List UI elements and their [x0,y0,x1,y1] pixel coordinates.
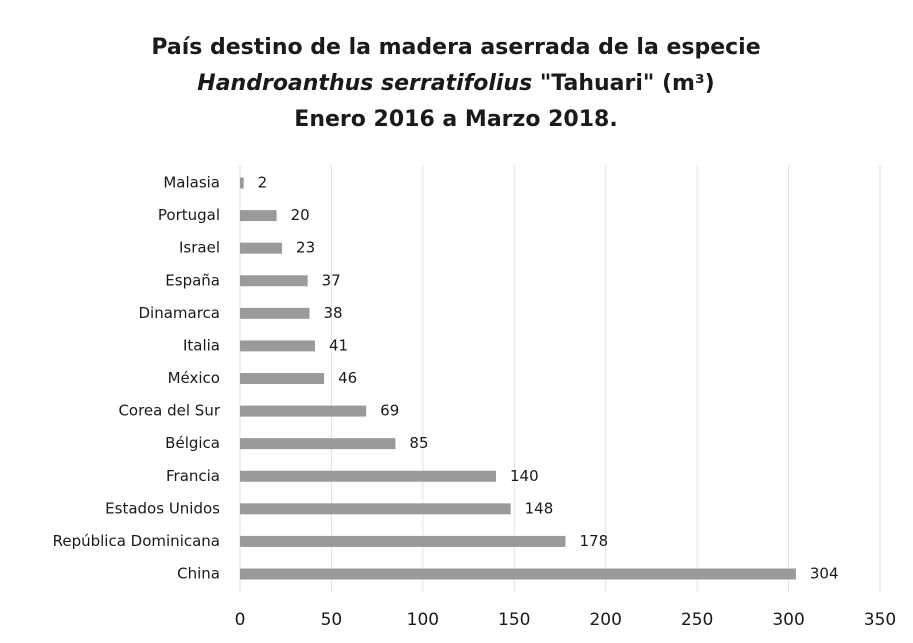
y-tick-label: República Dominicana [53,532,220,550]
bar [240,470,496,482]
y-tick-label: Estados Unidos [105,499,220,517]
bar [240,405,367,417]
x-tick-label: 100 [407,610,439,630]
chart-title: Enero 2016 a Marzo 2018. [294,107,617,132]
bar [240,438,396,450]
value-label: 20 [291,206,310,224]
x-tick-label: 50 [321,610,343,630]
value-label: 41 [329,336,348,354]
y-tick-label: Corea del Sur [118,402,220,420]
y-tick-label: Dinamarca [139,304,221,322]
x-tick-label: 250 [681,610,713,630]
chart-title: País destino de la madera aserrada de la… [151,35,760,60]
y-tick-label: España [165,271,220,289]
value-label: 2 [258,174,268,192]
bar [240,503,511,515]
title-common-name: "Tahuari" (m³) [532,71,715,96]
y-tick-label: Francia [166,467,220,485]
x-tick-label: 350 [864,610,896,630]
x-tick-label: 0 [235,610,246,630]
value-label: 37 [322,271,341,289]
value-label: 85 [409,434,428,452]
x-tick-label: 200 [589,610,621,630]
y-tick-label: China [177,565,220,583]
value-label: 178 [579,532,608,550]
value-label: 23 [296,239,315,257]
value-label: 304 [810,565,839,583]
bar [240,242,283,254]
x-tick-label: 300 [772,610,804,630]
bar [240,373,325,384]
bar [240,177,244,189]
value-label: 140 [510,467,539,485]
value-label: 38 [323,304,342,322]
bar [240,535,566,547]
bar [240,275,308,287]
y-tick-label: Italia [183,336,220,354]
y-tick-label: Malasia [163,174,220,192]
y-tick-label: Israel [179,239,220,257]
bar [240,210,277,222]
value-label: 46 [338,369,357,387]
bar [240,568,796,580]
chart-title: Handroanthus serratifolius "Tahuari" (m³… [197,71,714,96]
value-label: 69 [380,402,399,420]
bar [240,307,310,319]
x-tick-label: 150 [498,610,530,630]
title-species: Handroanthus serratifolius [197,71,532,96]
y-tick-label: Portugal [158,206,220,224]
y-tick-label: México [168,369,220,387]
bar [240,340,315,352]
y-tick-label: Bélgica [165,434,220,452]
value-label: 148 [525,499,554,517]
